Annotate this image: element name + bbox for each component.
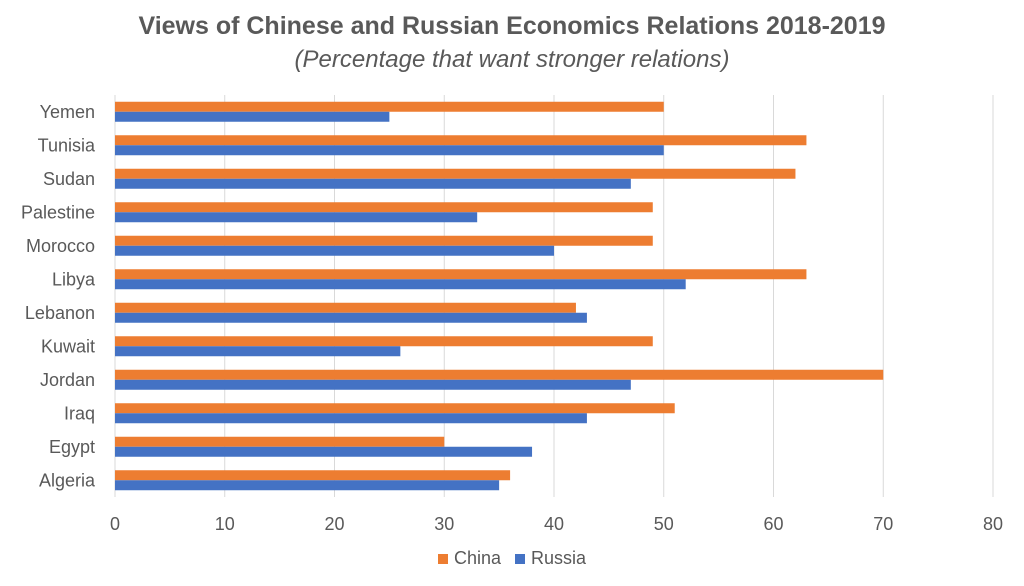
bar-russia	[115, 245, 554, 256]
category-label: Iraq	[64, 403, 95, 423]
category-labels: Yemen Tunisia Sudan Palestine Morocco Libya Le…	[21, 102, 96, 491]
bar-russia	[115, 111, 390, 122]
legend-label-russia: Russia	[531, 548, 587, 568]
bar-russia	[115, 145, 664, 156]
bar-china	[115, 235, 653, 246]
x-tick-label: 50	[654, 514, 674, 534]
bar-china	[115, 202, 653, 213]
category-label: Egypt	[49, 437, 95, 457]
x-tick-label: 0	[110, 514, 120, 534]
bar-russia	[115, 379, 631, 390]
bar-russia	[115, 279, 686, 290]
bar-china	[115, 135, 807, 146]
legend-swatch-china	[437, 553, 448, 564]
category-label: Kuwait	[41, 336, 95, 356]
legend-item-china: China	[437, 548, 501, 569]
category-label: Lebanon	[25, 303, 95, 323]
x-tick-label: 20	[324, 514, 344, 534]
bar-china	[115, 302, 576, 313]
bar-russia	[115, 413, 587, 424]
bar-china	[115, 403, 675, 414]
x-tick-label: 30	[434, 514, 454, 534]
x-tick-label: 40	[544, 514, 564, 534]
bar-russia	[115, 212, 478, 223]
category-label: Morocco	[26, 236, 95, 256]
legend-swatch-russia	[515, 553, 525, 564]
category-label: Libya	[52, 269, 96, 289]
bar-russia	[115, 346, 401, 357]
bar-china	[115, 470, 511, 481]
bar-china	[115, 269, 807, 280]
legend-item-russia: Russia	[515, 548, 586, 569]
bar-china	[115, 436, 445, 447]
x-tick-label: 80	[983, 514, 1003, 534]
bar-russia	[115, 178, 631, 189]
x-tick-label: 70	[873, 514, 893, 534]
bar-china	[115, 369, 884, 380]
bar-china	[115, 168, 796, 179]
bar-russia	[115, 312, 587, 323]
legend: China Russia	[0, 548, 1024, 569]
bars	[115, 101, 884, 491]
bar-russia	[115, 446, 533, 457]
chart-title: Views of Chinese and Russian Economics R…	[138, 12, 886, 40]
category-label: Palestine	[21, 202, 95, 222]
category-label: Tunisia	[38, 135, 96, 155]
legend-label-china: China	[453, 548, 501, 568]
x-tick-label: 10	[215, 514, 235, 534]
bar-china	[115, 101, 664, 112]
chart-subtitle: (Percentage that want stronger relations…	[294, 46, 730, 73]
category-label: Algeria	[39, 470, 96, 490]
gridlines	[114, 95, 994, 497]
x-tick-label: 60	[763, 514, 783, 534]
category-label: Yemen	[40, 102, 95, 122]
bar-china	[115, 336, 653, 347]
category-label: Jordan	[40, 370, 95, 390]
category-label: Sudan	[43, 169, 95, 189]
x-tick-labels: 0 10 20 30 40 50 60 70 80	[110, 514, 1003, 534]
bar-russia	[115, 480, 500, 491]
